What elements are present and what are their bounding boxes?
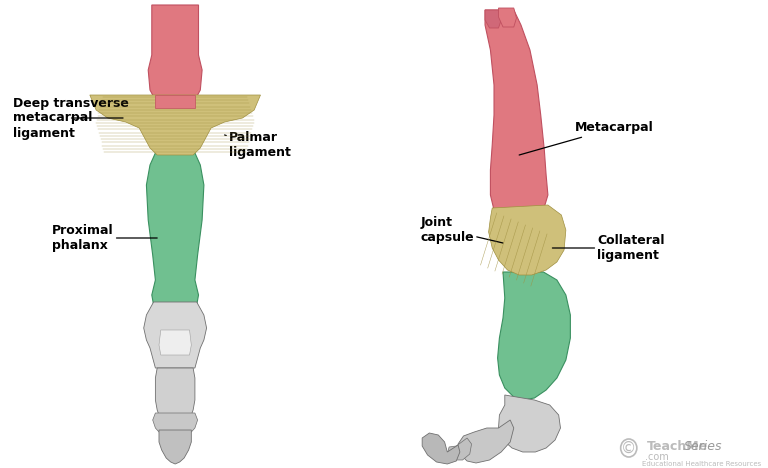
Polygon shape	[159, 430, 191, 464]
Polygon shape	[458, 420, 514, 463]
Polygon shape	[498, 8, 516, 27]
Text: Collateral
ligament: Collateral ligament	[552, 234, 665, 262]
Polygon shape	[498, 395, 561, 452]
Text: Joint
capsule: Joint capsule	[420, 216, 503, 244]
Text: Deep transverse
metacarpal
ligament: Deep transverse metacarpal ligament	[14, 96, 129, 139]
Polygon shape	[159, 330, 191, 355]
Text: TeachMe: TeachMe	[647, 439, 708, 453]
Polygon shape	[148, 5, 202, 100]
Polygon shape	[422, 433, 460, 464]
Polygon shape	[485, 10, 548, 228]
Text: Educational Healthcare Resources: Educational Healthcare Resources	[642, 461, 761, 467]
Polygon shape	[447, 438, 472, 460]
Polygon shape	[144, 302, 207, 368]
Polygon shape	[147, 153, 204, 305]
Text: ©: ©	[621, 440, 637, 455]
Text: Palmar
ligament: Palmar ligament	[224, 131, 291, 159]
Polygon shape	[488, 205, 566, 275]
Polygon shape	[90, 95, 260, 155]
Text: Proximal
phalanx: Proximal phalanx	[52, 224, 157, 252]
Polygon shape	[485, 10, 502, 28]
Text: Metacarpal: Metacarpal	[519, 122, 654, 155]
Polygon shape	[498, 272, 571, 400]
Polygon shape	[155, 95, 195, 108]
Text: Series: Series	[684, 439, 722, 453]
Text: .com: .com	[645, 452, 669, 462]
Polygon shape	[153, 413, 197, 432]
Polygon shape	[155, 368, 195, 415]
